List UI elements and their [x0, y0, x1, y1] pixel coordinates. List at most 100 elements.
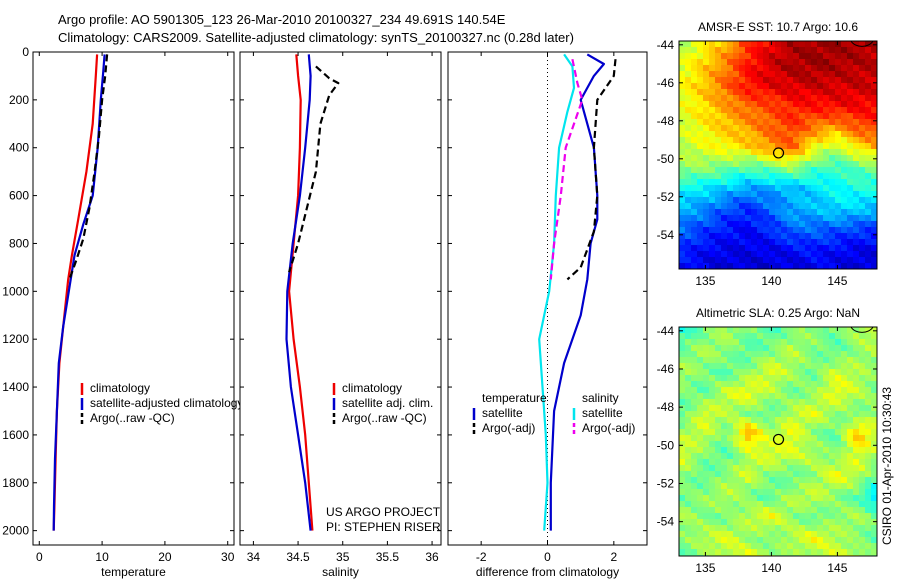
- heatmap-cell: [691, 489, 697, 495]
- heatmap-cell: [691, 405, 697, 411]
- heatmap-cell: [733, 77, 739, 83]
- heatmap-cell: [871, 429, 877, 435]
- heatmap-cell: [781, 537, 787, 543]
- heatmap-cell: [817, 453, 823, 459]
- heatmap-cell: [853, 221, 859, 227]
- heatmap-cell: [853, 393, 859, 399]
- heatmap-cell: [859, 185, 865, 191]
- heatmap-cell: [691, 465, 697, 471]
- heatmap-cell: [823, 191, 829, 197]
- heatmap-cell: [697, 495, 703, 501]
- heatmap-cell: [685, 405, 691, 411]
- heatmap-cell: [745, 245, 751, 251]
- heatmap-cell: [841, 113, 847, 119]
- heatmap-cell: [709, 525, 715, 531]
- heatmap-cell: [679, 555, 685, 556]
- heatmap-cell: [823, 251, 829, 257]
- heatmap-cell: [691, 197, 697, 203]
- heatmap-cell: [781, 435, 787, 441]
- heatmap-cell: [721, 209, 727, 215]
- heatmap-cell: [733, 405, 739, 411]
- heatmap-cell: [739, 327, 745, 333]
- heatmap-cell: [679, 131, 685, 137]
- heatmap-cell: [847, 375, 853, 381]
- heatmap-cell: [685, 65, 691, 71]
- heatmap-cell: [691, 387, 697, 393]
- heatmap-cell: [847, 107, 853, 113]
- heatmap-cell: [739, 59, 745, 65]
- heatmap-cell: [805, 119, 811, 125]
- y-tick-label: -52: [657, 476, 675, 490]
- heatmap-cell: [781, 513, 787, 519]
- heatmap-cell: [811, 483, 817, 489]
- heatmap-cell: [853, 351, 859, 357]
- heatmap-cell: [763, 495, 769, 501]
- heatmap-cell: [841, 179, 847, 185]
- heatmap-cell: [679, 161, 685, 167]
- heatmap-cell: [865, 263, 871, 269]
- heatmap-cell: [685, 441, 691, 447]
- heatmap-cell: [739, 65, 745, 71]
- heatmap-cell: [859, 89, 865, 95]
- heatmap-cell: [871, 215, 877, 221]
- heatmap-cell: [799, 125, 805, 131]
- heatmap-cell: [745, 251, 751, 257]
- heatmap-cell: [829, 95, 835, 101]
- heatmap-cell: [841, 507, 847, 513]
- heatmap-cell: [805, 501, 811, 507]
- heatmap-cell: [721, 339, 727, 345]
- heatmap-cell: [727, 507, 733, 513]
- heatmap-cell: [835, 483, 841, 489]
- map-frame: [678, 326, 878, 557]
- heatmap-cell: [685, 47, 691, 53]
- heatmap-cell: [859, 537, 865, 543]
- heatmap-cell: [847, 465, 853, 471]
- heatmap-cell: [709, 41, 715, 47]
- heatmap-cell: [775, 477, 781, 483]
- heatmap-cell: [775, 161, 781, 167]
- heatmap-cell: [871, 83, 877, 89]
- heatmap-cell: [703, 149, 709, 155]
- heatmap-cell: [769, 209, 775, 215]
- heatmap-cell: [733, 441, 739, 447]
- heatmap-cell: [691, 423, 697, 429]
- heatmap-cell: [727, 519, 733, 525]
- heatmap-cell: [847, 471, 853, 477]
- heatmap-cell: [799, 71, 805, 77]
- heatmap-cell: [775, 233, 781, 239]
- heatmap-cell: [751, 101, 757, 107]
- heatmap-cell: [739, 143, 745, 149]
- heatmap-cell: [685, 453, 691, 459]
- heatmap-cell: [757, 227, 763, 233]
- heatmap-cell: [841, 143, 847, 149]
- heatmap-cell: [775, 555, 781, 556]
- heatmap-cell: [679, 513, 685, 519]
- x-tick-label: 140: [761, 561, 781, 575]
- heatmap-cell: [685, 345, 691, 351]
- heatmap-cell: [769, 519, 775, 525]
- series-line: [52, 54, 99, 531]
- heatmap-cell: [745, 327, 751, 333]
- heatmap-cell: [727, 209, 733, 215]
- heatmap-cell: [769, 411, 775, 417]
- heatmap-cell: [859, 77, 865, 83]
- heatmap-cell: [823, 489, 829, 495]
- heatmap-cell: [829, 537, 835, 543]
- heatmap-cell: [739, 191, 745, 197]
- heatmap-cell: [739, 125, 745, 131]
- heatmap-cell: [799, 459, 805, 465]
- heatmap-cell: [871, 245, 877, 251]
- heatmap-cell: [847, 113, 853, 119]
- heatmap-cell: [733, 555, 739, 556]
- heatmap-cell: [757, 387, 763, 393]
- heatmap-cell: [781, 339, 787, 345]
- heatmap-cell: [769, 399, 775, 405]
- heatmap-cell: [817, 245, 823, 251]
- heatmap-cell: [793, 393, 799, 399]
- heatmap-cell: [793, 543, 799, 549]
- heatmap-cell: [763, 185, 769, 191]
- heatmap-cell: [721, 483, 727, 489]
- heatmap-cell: [865, 501, 871, 507]
- heatmap-cell: [703, 345, 709, 351]
- heatmap-cell: [865, 251, 871, 257]
